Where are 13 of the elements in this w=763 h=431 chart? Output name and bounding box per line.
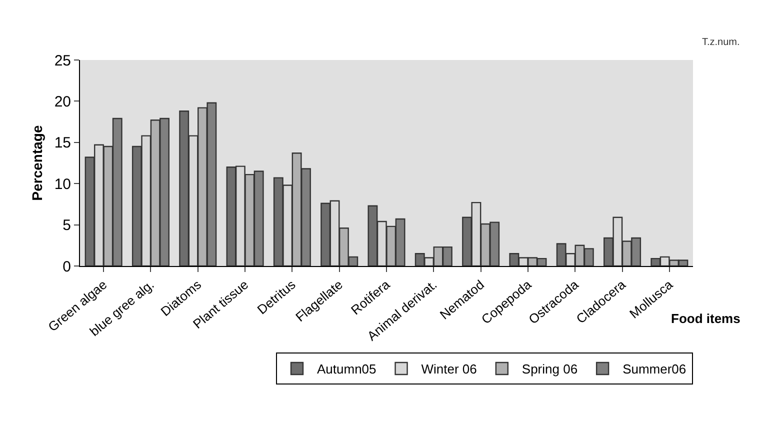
y-tick-label: 15 bbox=[54, 134, 71, 152]
y-tick-label: 10 bbox=[54, 176, 71, 193]
y-tick-label: 0 bbox=[62, 258, 71, 276]
legend-label: Winter 06 bbox=[421, 362, 477, 377]
y-tick-label: 20 bbox=[54, 93, 71, 110]
legend-label: Autumn05 bbox=[317, 362, 376, 377]
y-axis-title: Percentage bbox=[29, 125, 45, 201]
y-tick-label: 25 bbox=[54, 52, 71, 70]
legend-label: Summer06 bbox=[622, 362, 686, 377]
text: T.z.num. bbox=[702, 37, 740, 48]
x-axis-title: Food items bbox=[671, 311, 740, 326]
y-tick-label: 5 bbox=[62, 217, 71, 234]
legend-label: Spring 06 bbox=[522, 362, 578, 377]
